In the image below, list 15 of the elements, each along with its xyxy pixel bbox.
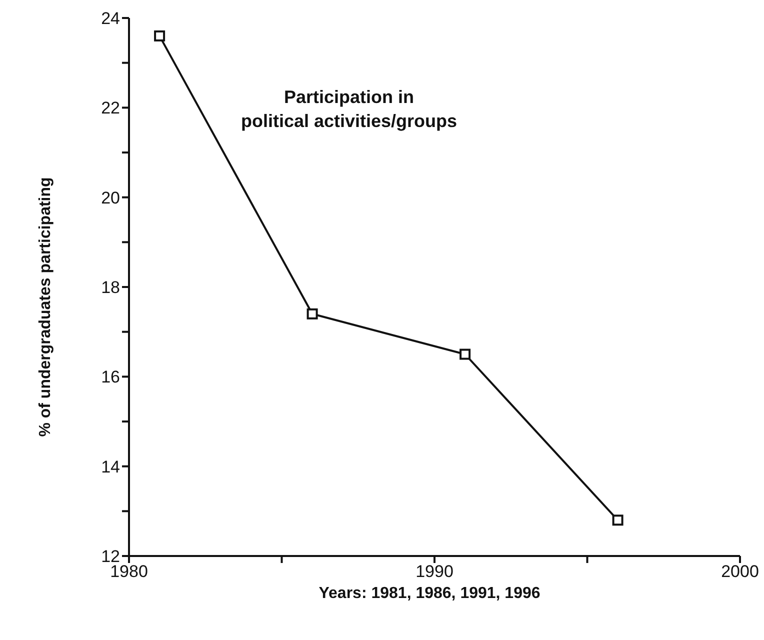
point	[460, 348, 471, 360]
x-tick-label: 2000	[721, 562, 759, 582]
text: Participation in political activities/groups	[240, 87, 458, 131]
point	[306, 308, 318, 320]
point	[154, 30, 166, 42]
y-tick-label: 16	[101, 368, 120, 387]
x-tick-label: 1990	[416, 562, 454, 582]
y-tick-label: 14	[101, 457, 120, 476]
x-axis-title: Years: 1981, 1986, 1991, 1996	[318, 585, 540, 602]
y-tick-label: 22	[101, 98, 120, 118]
point	[612, 514, 624, 526]
y-axis-title: % of undergraduates participating	[37, 177, 54, 437]
y-tick-label: 24	[101, 9, 120, 28]
y-tick-label: 20	[101, 188, 120, 208]
y-tick-label: 18	[101, 278, 120, 298]
